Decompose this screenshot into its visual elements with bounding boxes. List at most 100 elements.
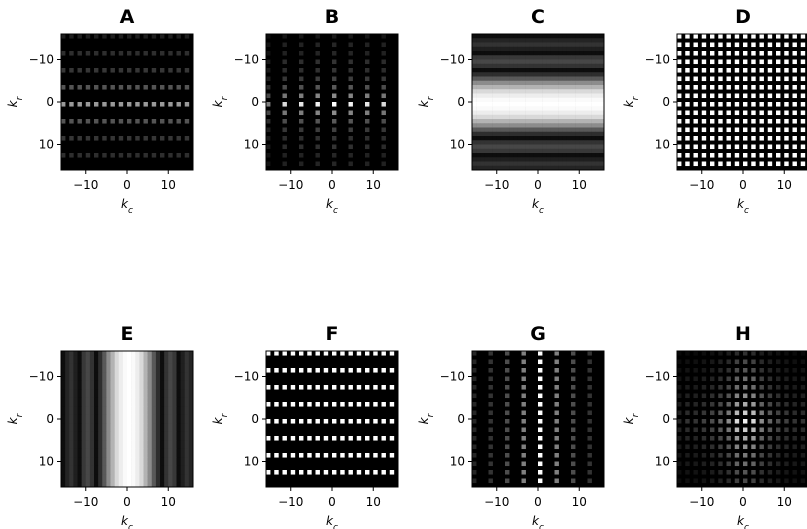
heatmap-cell — [792, 393, 797, 399]
heatmap-cell — [139, 419, 144, 424]
heatmap-cell — [114, 389, 120, 394]
heatmap-cell — [184, 465, 190, 471]
heatmap-cell — [110, 423, 115, 428]
heatmap-cell — [509, 55, 514, 60]
heatmap-cell — [599, 34, 605, 39]
heatmap-cell — [114, 380, 120, 386]
heatmap-cell — [106, 436, 111, 441]
x-tick-label: 10 — [572, 178, 587, 192]
x-axis-label: kc — [737, 197, 749, 216]
heatmap-cell — [61, 482, 66, 488]
heatmap-cell — [472, 85, 477, 90]
heatmap-cell — [792, 478, 797, 484]
heatmap-cell — [529, 165, 535, 171]
heatmap-cell — [122, 372, 128, 377]
heatmap-cell — [525, 131, 531, 137]
heatmap-cell — [143, 372, 148, 377]
heatmap-cell — [188, 419, 194, 424]
heatmap-cell — [550, 161, 555, 167]
heatmap-cell — [751, 59, 756, 65]
heatmap-cell — [734, 436, 740, 441]
heatmap-cell — [776, 93, 781, 99]
heatmap-cell — [685, 444, 690, 450]
heatmap-cell — [517, 93, 522, 99]
heatmap-cells — [266, 351, 398, 487]
heatmap-cell — [529, 136, 535, 141]
heatmap-cell — [517, 59, 522, 65]
heatmap-cell — [533, 46, 539, 52]
heatmap-cell — [509, 157, 514, 162]
heatmap-cell — [147, 457, 153, 462]
heatmap-cell — [348, 102, 353, 107]
heatmap-cell — [583, 42, 588, 48]
heatmap-cell — [488, 80, 493, 86]
heatmap-cell — [776, 376, 781, 382]
heatmap-cell — [73, 393, 78, 399]
heatmap-cell — [513, 97, 518, 103]
heatmap-cell — [168, 440, 173, 445]
heatmap-cell — [599, 97, 605, 103]
heatmap-cell — [151, 478, 157, 484]
heatmap-cell — [562, 34, 568, 39]
heatmap-cell — [340, 402, 345, 407]
heatmap-cell — [743, 410, 748, 416]
heatmap-cell — [566, 42, 572, 48]
heatmap-cell — [599, 89, 605, 94]
heatmap-cell — [348, 368, 353, 373]
heatmap-cell — [685, 144, 690, 150]
heatmap-cell — [571, 72, 576, 77]
heatmap-cell — [61, 440, 66, 445]
heatmap-cell — [143, 376, 148, 382]
y-tick-label: 0 — [662, 412, 670, 426]
heatmap-cell — [488, 140, 493, 145]
heatmap-cell — [373, 453, 378, 458]
heatmap-cell — [718, 42, 723, 48]
heatmap-cell — [151, 119, 157, 124]
x-axis-label: kc — [532, 514, 544, 529]
heatmap-cell — [533, 89, 539, 94]
heatmap-cell — [472, 144, 477, 150]
heatmap-cell — [114, 376, 120, 382]
heatmap-cell — [693, 51, 698, 56]
heatmap-cell — [529, 161, 535, 167]
heatmap-cell — [356, 453, 362, 458]
heatmap-cell — [94, 427, 99, 433]
heatmap-cell — [554, 80, 559, 86]
heatmap-cell — [513, 93, 518, 99]
heatmap-cell — [579, 106, 584, 111]
heatmap-cell — [538, 136, 543, 141]
heatmap-cell — [131, 470, 136, 475]
heatmap-cell — [77, 136, 82, 141]
y-tick-label: −10 — [234, 53, 259, 67]
heatmap-cell — [792, 351, 797, 356]
heatmap-cell — [743, 359, 748, 365]
heatmap-cell — [726, 102, 731, 107]
heatmap-cell — [480, 38, 485, 43]
heatmap-cell — [542, 148, 547, 154]
heatmap-cell — [517, 144, 522, 150]
heatmap-cell — [500, 148, 506, 154]
heatmap-cell — [599, 72, 605, 77]
heatmap-cell — [566, 144, 572, 150]
heatmap-cell — [726, 153, 731, 158]
heatmap-cell — [726, 42, 731, 48]
heatmap-cell — [575, 140, 580, 145]
heatmap-cell — [164, 389, 169, 394]
heatmap-cell — [98, 478, 103, 484]
heatmap-cell — [472, 110, 477, 116]
heatmap-cell — [266, 76, 271, 82]
heatmap-cell — [110, 406, 115, 411]
heatmap-cell — [587, 127, 592, 133]
heatmap-cell — [599, 102, 605, 107]
heatmap-cell — [505, 63, 510, 69]
heatmap-cell — [381, 110, 386, 116]
heatmap-cell — [266, 368, 271, 373]
heatmap-cell — [496, 110, 502, 116]
heatmap-cell — [554, 470, 559, 475]
heatmap-cell — [599, 63, 605, 69]
heatmap-cell — [571, 453, 576, 458]
heatmap-cell — [151, 410, 157, 416]
heatmap-cell — [505, 59, 510, 65]
heatmap-cell — [381, 385, 386, 390]
heatmap-cell — [61, 431, 66, 437]
